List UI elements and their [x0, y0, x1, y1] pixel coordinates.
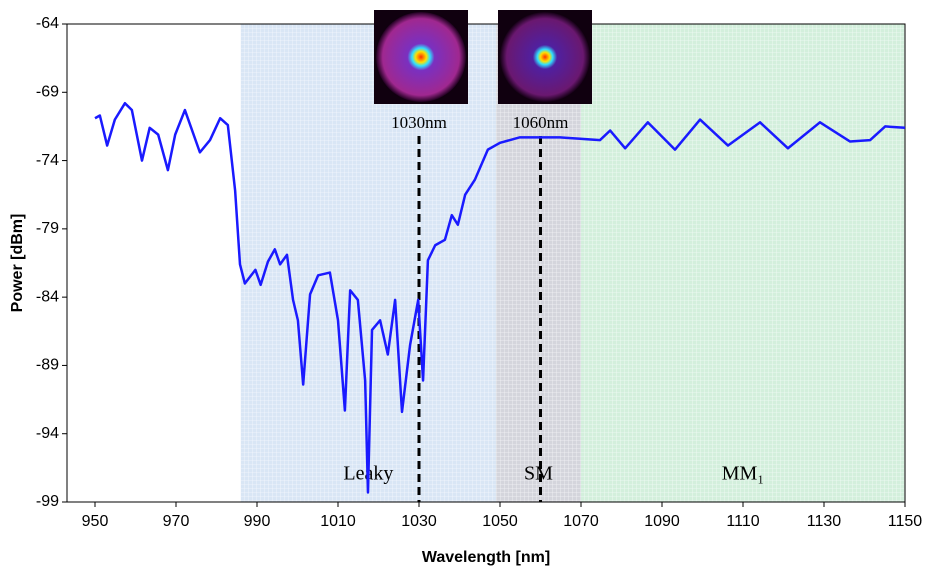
x-tick-label: 1070: [563, 513, 599, 530]
y-tick-label: -84: [36, 288, 59, 305]
y-tick-label: -69: [36, 84, 59, 101]
y-tick-label: -74: [36, 152, 59, 169]
x-tick-label: 1110: [726, 513, 759, 530]
y-tick-label: -99: [36, 493, 59, 510]
x-tick-label: 990: [244, 513, 271, 530]
region-texture: [581, 24, 905, 502]
marker-label: 1030nm: [391, 113, 447, 132]
mode-image: [376, 12, 466, 102]
x-tick-label: 1030: [401, 513, 437, 530]
x-tick-label: 1150: [888, 513, 923, 530]
data-line: [94, 101, 906, 494]
mode-image: [500, 12, 590, 102]
y-axis-label: Power [dBm]: [9, 214, 26, 313]
region-label: MM₁: [722, 463, 765, 485]
plot-frame: [66, 23, 906, 503]
x-tick-label: 1130: [807, 513, 842, 530]
x-tick-label: 970: [163, 513, 190, 530]
x-tick-label: 1090: [644, 513, 680, 530]
x-tick-label: 1010: [320, 513, 356, 530]
region-label: SM: [524, 463, 553, 485]
x-axis-label: Wavelength [nm]: [422, 549, 550, 566]
marker-label: 1060nm: [513, 113, 569, 132]
y-tick-label: -64: [36, 15, 59, 32]
y-tick-label: -89: [36, 357, 59, 374]
y-tick-label: -94: [36, 425, 59, 442]
x-tick-label: 1050: [482, 513, 518, 530]
x-tick-label: 950: [82, 513, 109, 530]
y-tick-label: -79: [36, 220, 59, 237]
